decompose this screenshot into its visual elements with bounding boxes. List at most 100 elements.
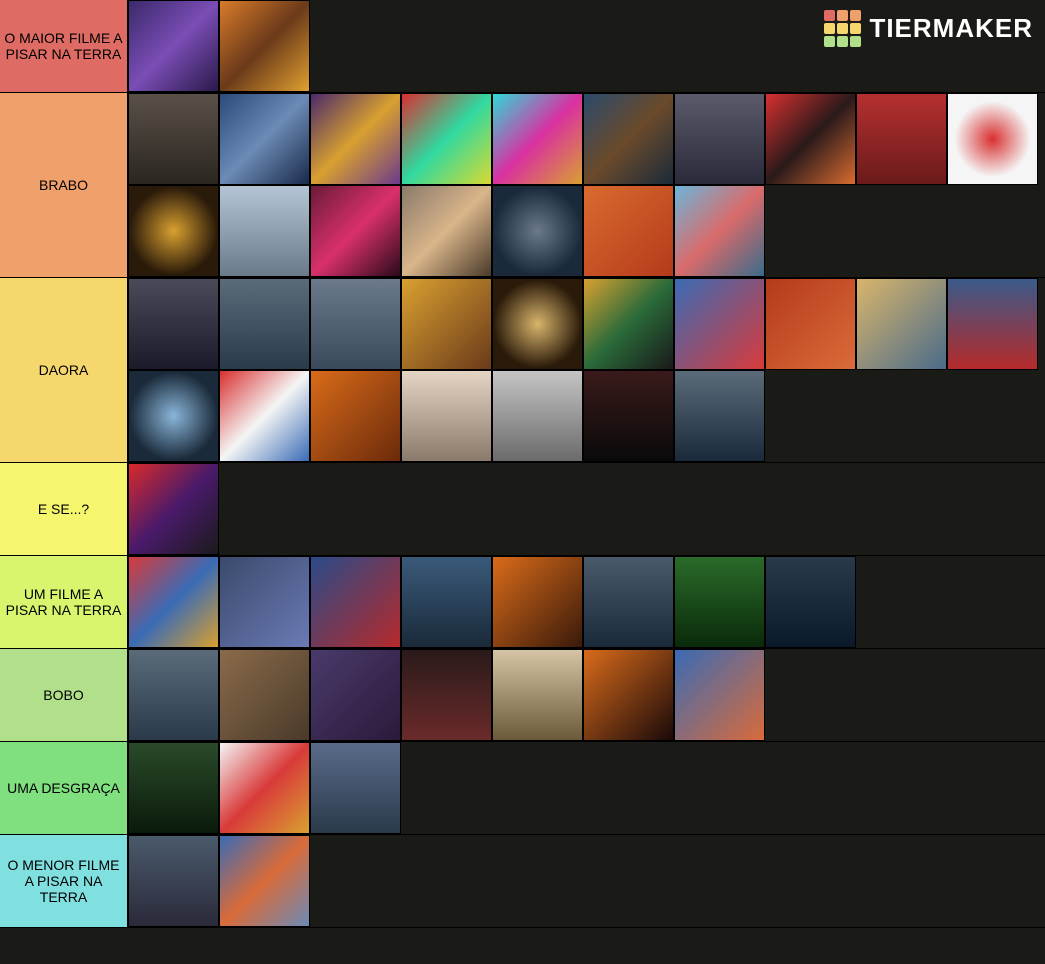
tier-item[interactable] [310, 742, 401, 834]
tier-item[interactable] [947, 278, 1038, 370]
tier-list: O MAIOR FILME A PISAR NA TERRABRABODAORA… [0, 0, 1045, 928]
tier-item[interactable] [401, 278, 492, 370]
poster-image [493, 650, 582, 740]
tier-item[interactable] [310, 370, 401, 462]
tier-item[interactable] [674, 556, 765, 648]
tier-item[interactable] [401, 556, 492, 648]
tier-item[interactable] [583, 370, 674, 462]
tier-item[interactable] [128, 556, 219, 648]
poster-image [675, 557, 764, 647]
tier-item[interactable] [765, 556, 856, 648]
poster-image [220, 1, 309, 91]
poster-image [220, 94, 309, 184]
tier-item[interactable] [583, 278, 674, 370]
tier-row: O MENOR FILME A PISAR NA TERRA [0, 835, 1045, 928]
tier-item[interactable] [310, 278, 401, 370]
poster-image [675, 94, 764, 184]
tier-item[interactable] [492, 370, 583, 462]
tier-item[interactable] [310, 185, 401, 277]
tier-item[interactable] [219, 835, 310, 927]
tier-item[interactable] [583, 185, 674, 277]
poster-image [493, 371, 582, 461]
tier-item[interactable] [401, 370, 492, 462]
tier-item[interactable] [219, 185, 310, 277]
tier-row: BOBO [0, 649, 1045, 742]
tier-item[interactable] [219, 278, 310, 370]
tier-item[interactable] [219, 742, 310, 834]
tier-label[interactable]: E SE...? [0, 463, 128, 555]
poster-image [311, 650, 400, 740]
tier-item[interactable] [492, 649, 583, 741]
tier-item[interactable] [219, 93, 310, 185]
poster-image [766, 94, 855, 184]
tier-label[interactable]: BOBO [0, 649, 128, 741]
tier-item[interactable] [401, 93, 492, 185]
tier-item[interactable] [674, 185, 765, 277]
tier-item[interactable] [128, 649, 219, 741]
tier-item[interactable] [492, 185, 583, 277]
tier-label[interactable]: DAORA [0, 278, 128, 462]
tier-item[interactable] [674, 370, 765, 462]
tier-item[interactable] [856, 93, 947, 185]
tier-item[interactable] [856, 278, 947, 370]
tier-item[interactable] [674, 278, 765, 370]
tier-item[interactable] [765, 278, 856, 370]
logo-text: TIERMAKER [869, 13, 1033, 44]
tier-items-container [128, 93, 1045, 277]
tier-items-container [128, 278, 1045, 462]
poster-image [584, 279, 673, 369]
tier-label[interactable]: UM FILME A PISAR NA TERRA [0, 556, 128, 648]
tier-item[interactable] [492, 556, 583, 648]
tier-item[interactable] [492, 278, 583, 370]
logo-cell [837, 36, 848, 47]
logo-cell [824, 10, 835, 21]
tier-item[interactable] [765, 93, 856, 185]
poster-image [220, 371, 309, 461]
poster-image [584, 94, 673, 184]
tier-item[interactable] [310, 649, 401, 741]
poster-image [220, 186, 309, 276]
tier-item[interactable] [128, 278, 219, 370]
tiermaker-logo: TIERMAKER [824, 10, 1033, 47]
tier-item[interactable] [310, 556, 401, 648]
tier-item[interactable] [674, 93, 765, 185]
tier-label[interactable]: O MAIOR FILME A PISAR NA TERRA [0, 0, 128, 92]
tier-item[interactable] [583, 93, 674, 185]
poster-image [402, 186, 491, 276]
tier-item[interactable] [128, 463, 219, 555]
tier-item[interactable] [219, 0, 310, 92]
poster-image [584, 557, 673, 647]
tier-label[interactable]: BRABO [0, 93, 128, 277]
poster-image [584, 371, 673, 461]
tier-row: BRABO [0, 93, 1045, 278]
poster-image [402, 279, 491, 369]
tier-item[interactable] [128, 835, 219, 927]
tier-item[interactable] [128, 0, 219, 92]
tier-item[interactable] [219, 649, 310, 741]
tier-item[interactable] [583, 649, 674, 741]
tier-item[interactable] [128, 370, 219, 462]
tier-item[interactable] [128, 93, 219, 185]
tier-item[interactable] [401, 649, 492, 741]
tier-item[interactable] [219, 370, 310, 462]
tier-item[interactable] [583, 556, 674, 648]
tier-item[interactable] [401, 185, 492, 277]
tier-item[interactable] [128, 185, 219, 277]
tier-label[interactable]: O MENOR FILME A PISAR NA TERRA [0, 835, 128, 927]
poster-image [129, 1, 218, 91]
poster-image [402, 94, 491, 184]
tier-item[interactable] [674, 649, 765, 741]
poster-image [311, 743, 400, 833]
logo-cell [850, 10, 861, 21]
tier-item[interactable] [128, 742, 219, 834]
logo-cell [837, 10, 848, 21]
poster-image [493, 186, 582, 276]
tier-item[interactable] [947, 93, 1038, 185]
tier-item[interactable] [219, 556, 310, 648]
tier-label[interactable]: UMA DESGRAÇA [0, 742, 128, 834]
tier-row: DAORA [0, 278, 1045, 463]
tier-item[interactable] [492, 93, 583, 185]
poster-image [402, 650, 491, 740]
tier-item[interactable] [310, 93, 401, 185]
poster-image [129, 557, 218, 647]
